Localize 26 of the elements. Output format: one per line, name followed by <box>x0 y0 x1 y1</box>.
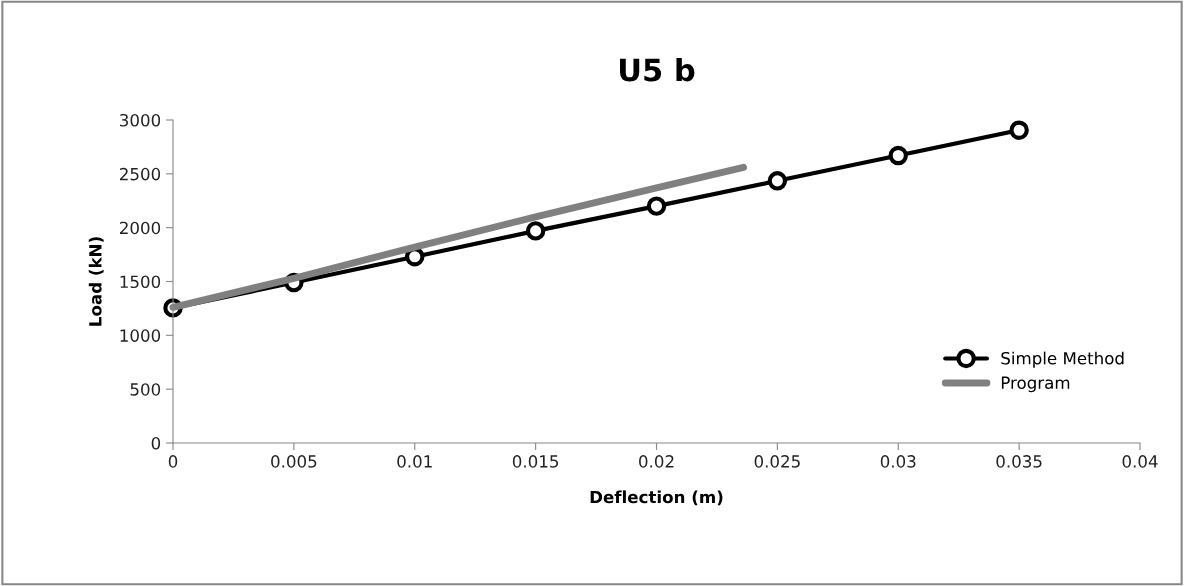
y-tick-label: 2000 <box>120 221 161 235</box>
y-tick-label: 1000 <box>120 329 161 342</box>
x-tick-label: 0.04 <box>1122 455 1158 468</box>
y-tick-label: 2500 <box>120 167 161 181</box>
point <box>1009 120 1029 140</box>
x-tick-label: 0.02 <box>639 455 674 468</box>
point <box>888 145 908 166</box>
y-tick-label: 0 <box>151 436 161 450</box>
x-tick-label: 0.025 <box>754 455 800 468</box>
x-tick-label: 0.03 <box>880 455 916 468</box>
legend-label: Program <box>1001 376 1070 393</box>
y-tick-label: 500 <box>130 383 161 396</box>
point <box>525 221 546 241</box>
x-tick-label: 0.005 <box>271 455 317 468</box>
x-tick-label: 0 <box>168 455 178 468</box>
x-tick-label: 0.015 <box>512 455 559 468</box>
y-axis-title: Load (kN) <box>88 237 104 326</box>
point <box>767 171 788 191</box>
x-tick-label: 0.035 <box>996 455 1042 468</box>
point <box>646 196 667 216</box>
x-tick-label: 0.01 <box>397 455 432 468</box>
y-tick-label: 1500 <box>120 275 161 289</box>
y-tick-label: 3000 <box>120 113 161 127</box>
x-axis-title: Deflection (m) <box>590 490 723 506</box>
chart-title: U5 b <box>620 57 695 82</box>
legend-label: Simple Method <box>1001 351 1124 368</box>
